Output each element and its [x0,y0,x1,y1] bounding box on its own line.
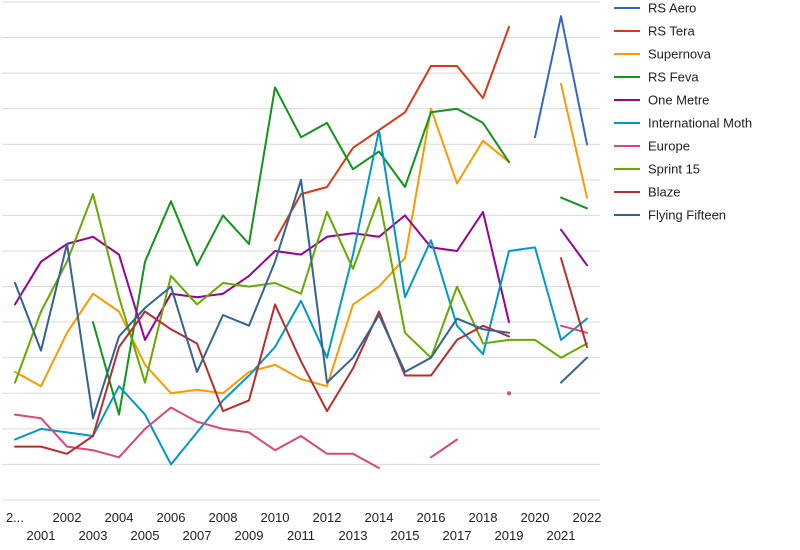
legend-label: Europe [648,139,690,154]
series-line-blaze [560,257,588,348]
gridlines [2,1,600,501]
series-rs-tera [274,25,510,242]
legend-item-europe[interactable]: Europe [614,139,690,154]
series-line-rs-feva [560,196,588,210]
series-line-one-metre [560,228,588,267]
series-line-sprint-15 [14,193,588,384]
x-tick-label: 2015 [391,528,420,543]
x-tick-label: 2013 [339,528,368,543]
x-tick-label: 2018 [469,510,498,525]
series-supernova [14,82,588,395]
legend-label: Sprint 15 [648,162,700,177]
legend-label: Supernova [648,47,712,62]
series-line-one-metre [14,210,510,341]
data-point-europe [507,391,511,396]
x-tick-label: 2008 [209,510,238,525]
series-rs-aero [534,15,588,146]
series-line-europe [430,438,458,459]
x-tick-label: 2005 [131,528,160,543]
x-tick-label: 2019 [495,528,524,543]
x-tick-label: 2022 [573,510,602,525]
x-tick-label: 2... [6,510,24,525]
series-line-rs-aero [534,15,588,146]
series-lines [14,15,588,469]
x-tick-label: 2017 [443,528,472,543]
series-line-rs-feva [92,86,510,416]
x-tick-label: 2020 [521,510,550,525]
legend-item-flying-fifteen[interactable]: Flying Fifteen [614,208,726,223]
x-tick-label: 2016 [417,510,446,525]
legend-label: RS Tera [648,24,695,39]
x-tick-label: 2012 [313,510,342,525]
series-line-rs-tera [274,25,510,242]
x-tick-label: 2004 [105,510,134,525]
legend-item-rs-feva[interactable]: RS Feva [614,70,699,85]
legend-label: Blaze [648,185,681,200]
series-sprint-15 [14,193,588,384]
x-tick-label: 2001 [27,528,56,543]
series-line-blaze [14,303,510,455]
x-tick-label: 2009 [235,528,264,543]
legend-label: Flying Fifteen [648,208,726,223]
series-line-europe [14,406,380,469]
series-rs-feva [92,86,588,416]
legend-item-blaze[interactable]: Blaze [614,185,681,200]
series-line-supernova [14,107,510,395]
series-line-supernova [560,82,588,199]
x-tick-label: 2010 [261,510,290,525]
series-flying-fifteen [14,178,588,420]
x-tick-label: 2006 [157,510,186,525]
series-blaze [14,257,588,455]
series-line-flying-fifteen [560,356,588,384]
x-tick-label: 2014 [365,510,394,525]
x-tick-label: 2002 [53,510,82,525]
legend: RS Aero RS Tera Supernova RS Feva One Metre I… [614,1,752,223]
x-axis-ticks: 2...2001 2002 2003 2004 2005 2006 2007 2008 2009… [6,510,602,543]
legend-item-rs-tera[interactable]: RS Tera [614,24,695,39]
legend-item-one-metre[interactable]: One Metre [614,93,709,108]
legend-label: RS Aero [648,1,696,16]
series-one-metre [14,210,588,341]
series-line-international-moth [14,129,588,466]
series-line-flying-fifteen [14,178,510,420]
legend-item-supernova[interactable]: Supernova [614,47,712,62]
legend-item-sprint-15[interactable]: Sprint 15 [614,162,700,177]
x-tick-label: 2007 [183,528,212,543]
x-tick-label: 2011 [287,528,315,543]
legend-label: RS Feva [648,70,699,85]
series-international-moth [14,129,588,466]
x-tick-label: 2021 [547,528,576,543]
legend-label: International Moth [648,116,752,131]
legend-label: One Metre [648,93,709,108]
legend-item-rs-aero[interactable]: RS Aero [614,1,696,16]
legend-item-international-moth[interactable]: International Moth [614,116,752,131]
x-tick-label: 2003 [79,528,108,543]
